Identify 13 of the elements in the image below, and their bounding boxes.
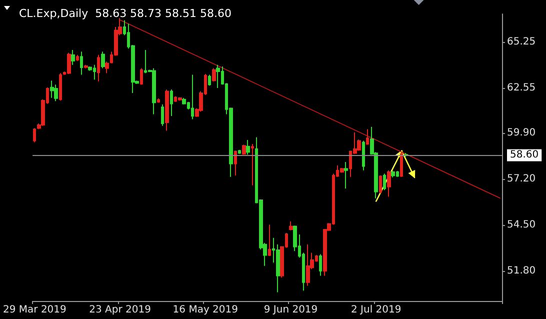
x-tick-label: 23 Apr 2019	[89, 304, 151, 316]
y-tick-label: 65.25	[507, 36, 536, 48]
y-tick-label: 62.55	[507, 82, 536, 94]
y-tick-label: 54.50	[507, 220, 536, 231]
y-tick-label: 57.20	[507, 174, 536, 185]
chart-title: CL.Exp,Daily 58.63 58.73 58.51 58.60	[19, 7, 232, 20]
y-tick-label: 51.80	[507, 266, 536, 277]
x-tick-label: 2 Jul 2019	[350, 304, 402, 316]
x-tick-label: 29 Mar 2019	[2, 304, 66, 316]
ref-line-label: 58.60	[510, 150, 539, 161]
x-tick-label: 9 Jun 2019	[264, 304, 318, 316]
x-tick-label: 16 May 2019	[172, 304, 238, 316]
y-tick-label: 59.90	[507, 128, 536, 139]
